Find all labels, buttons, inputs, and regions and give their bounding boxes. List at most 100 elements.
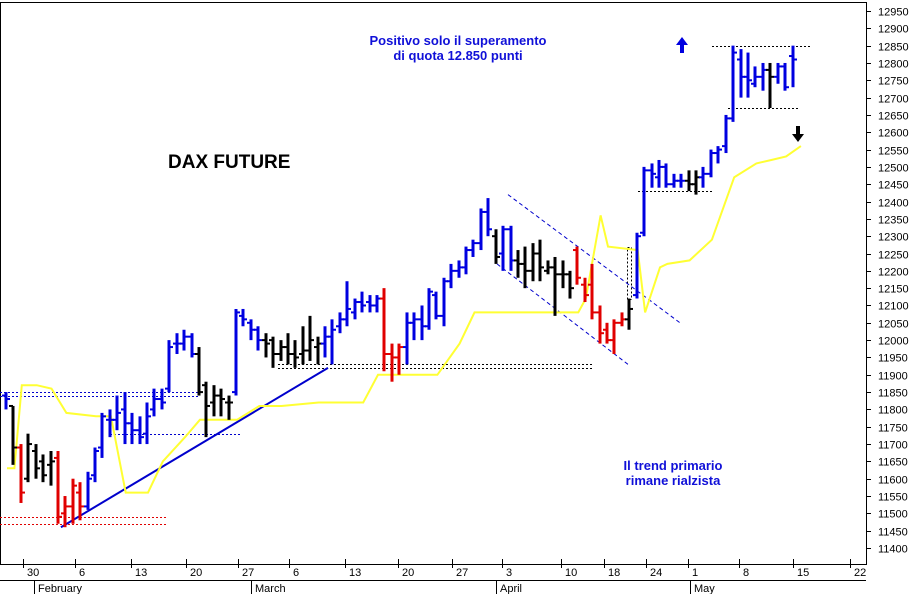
price-bar: [39, 454, 47, 483]
month-label: March: [255, 583, 286, 594]
price-bar: [499, 225, 507, 271]
price-bar: [217, 388, 225, 417]
price-bar: [729, 45, 737, 122]
price-bar: [306, 315, 314, 361]
price-bar: [484, 198, 492, 237]
up-arrow-icon: [676, 37, 688, 53]
y-tick-label: 12800: [878, 59, 909, 71]
price-bar: [165, 340, 173, 393]
down-arrow-icon: [792, 126, 804, 142]
price-bar: [714, 146, 722, 164]
price-bar: [380, 288, 388, 372]
price-bar: [328, 319, 336, 365]
price-bar: [69, 478, 77, 524]
price-bar: [744, 52, 752, 98]
price-bar: [91, 447, 99, 483]
x-tick-label: 3: [506, 567, 512, 579]
x-tick-label: 24: [650, 567, 662, 579]
up-trendline: [60, 366, 329, 529]
price-bar: [447, 263, 455, 289]
y-tick-label: 12400: [878, 198, 909, 210]
price-bar: [202, 381, 210, 438]
price-bar: [492, 229, 500, 264]
y-tick-label: 12600: [878, 128, 909, 140]
price-bar: [640, 166, 648, 237]
x-tick-label: 27: [456, 567, 468, 579]
price-bar: [76, 482, 84, 521]
x-tick-label: 20: [402, 567, 414, 579]
price-bar: [128, 412, 136, 445]
y-tick-label: 12300: [878, 232, 909, 244]
month-label: May: [694, 583, 715, 594]
price-bar: [573, 246, 581, 285]
price-bar: [54, 450, 62, 524]
y-tick-label: 12900: [878, 24, 909, 36]
y-tick-label: 11750: [878, 423, 908, 435]
price-bar: [469, 239, 477, 257]
moving-average-line: [7, 145, 802, 494]
price-bar: [254, 326, 262, 351]
x-tick-label: 18: [608, 567, 620, 579]
price-bar: [232, 308, 240, 396]
price-bar: [136, 416, 144, 445]
top-annotation-line1: Positivo solo il superamento: [369, 33, 547, 48]
y-tick-label: 12650: [878, 111, 909, 123]
bottom-annotation: Il trend primario rimane rialzista: [598, 458, 748, 488]
price-bar: [32, 444, 40, 479]
price-bar: [581, 277, 589, 303]
grid-layer: [0, 2, 867, 565]
price-bar: [150, 388, 158, 417]
y-tick-label: 12150: [878, 284, 909, 296]
top-annotation-line2: di quota 12.850 punti: [393, 48, 523, 63]
price-bar: [158, 388, 166, 410]
y-tick-label: 12450: [878, 180, 909, 192]
price-bar: [610, 319, 618, 354]
price-bar: [180, 329, 188, 351]
price-bar: [536, 239, 544, 282]
y-tick-label: 12700: [878, 94, 909, 106]
price-bar: [9, 404, 17, 465]
price-bar: [195, 347, 203, 396]
price-bar: [425, 288, 433, 330]
y-tick-label: 11800: [878, 405, 908, 417]
price-bar: [84, 471, 92, 510]
price-bars-layer: [2, 45, 797, 528]
price-bar: [596, 305, 604, 344]
price-bar: [98, 412, 106, 458]
y-tick-label: 11900: [878, 371, 908, 383]
y-tick-label: 11450: [878, 527, 908, 539]
price-bar: [61, 496, 69, 528]
x-tick-label: 13: [135, 567, 147, 579]
y-tick-label: 12850: [878, 42, 909, 54]
x-tick-label: 13: [349, 567, 361, 579]
moving-average-layer: [7, 145, 802, 494]
price-bar: [17, 444, 25, 503]
price-bar: [269, 336, 277, 368]
price-bar: [143, 402, 151, 445]
bottom-annotation-line1: Il trend primario: [623, 458, 723, 473]
x-tick-label: 20: [190, 567, 202, 579]
price-bar: [588, 263, 596, 320]
y-tick-label: 11600: [878, 475, 908, 487]
price-bar: [113, 395, 121, 431]
x-tick-label: 1: [692, 567, 698, 579]
price-bar: [432, 291, 440, 320]
price-bar: [521, 246, 529, 289]
price-bar: [648, 163, 656, 188]
x-tick-label: 22: [854, 567, 866, 579]
bottom-annotation-line2: rimane rialzista: [625, 473, 721, 488]
arrows-layer: [676, 37, 804, 142]
price-bar: [751, 66, 759, 88]
price-bar: [789, 45, 797, 88]
y-tick-label: 12200: [878, 267, 909, 279]
price-bar: [291, 340, 299, 368]
y-tick-label: 11500: [878, 509, 908, 521]
price-bar: [262, 333, 270, 358]
price-bar: [47, 450, 55, 486]
price-bar: [225, 395, 233, 420]
price-bar: [662, 163, 670, 188]
channel-upper: [507, 194, 681, 324]
price-bar: [781, 62, 789, 91]
